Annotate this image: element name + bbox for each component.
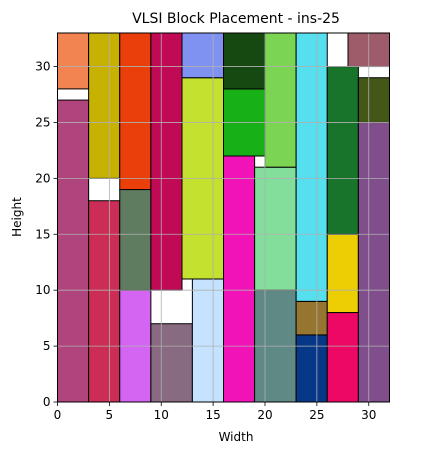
placement-block-22 (326, 312, 359, 403)
y-axis-ticks: 0 5 10 15 20 25 30 (35, 60, 58, 409)
y-tick-label-10: 10 (35, 283, 50, 297)
placement-block-8 (150, 323, 193, 403)
placement-block-10 (191, 278, 224, 403)
x-tick-label-20: 20 (257, 408, 272, 422)
placement-block-26 (357, 121, 390, 403)
placement-block-19 (295, 334, 328, 403)
x-tick-label-10: 10 (154, 408, 169, 422)
chart-title: VLSI Block Placement - ins-25 (132, 11, 340, 27)
placement-block-27 (357, 77, 390, 123)
placement-block-12 (181, 32, 224, 79)
placement-block-6 (119, 189, 152, 291)
x-tick-label-25: 25 (309, 408, 324, 422)
x-tick-label-15: 15 (205, 408, 220, 422)
placement-block-23 (326, 233, 359, 314)
y-tick-label-5: 5 (43, 339, 51, 353)
x-tick-label-5: 5 (106, 408, 114, 422)
placement-block-24 (326, 66, 359, 235)
y-tick-label-15: 15 (35, 227, 50, 241)
placement-block-18 (264, 32, 297, 168)
y-tick-label-0: 0 (43, 395, 51, 409)
y-axis-label: Height (10, 197, 24, 237)
y-tick-label-20: 20 (35, 171, 50, 185)
placement-block-21 (295, 32, 328, 302)
x-tick-label-0: 0 (54, 408, 62, 422)
placement-block-4 (88, 32, 121, 179)
blocks (57, 32, 390, 403)
x-axis-ticks: 0 5 10 15 20 25 30 (54, 402, 376, 422)
x-tick-label-30: 30 (361, 408, 376, 422)
placement-block-3 (88, 200, 121, 403)
y-tick-label-25: 25 (35, 115, 50, 129)
placement-block-15 (223, 32, 266, 90)
placement-block-9 (150, 32, 183, 291)
placement-block-2 (57, 32, 90, 90)
plot-frame (57, 32, 390, 403)
placement-block-13 (223, 155, 256, 403)
x-axis-label: Width (219, 430, 254, 444)
placement-block-1 (57, 99, 90, 403)
placement-block-7 (119, 32, 152, 191)
placement-block-20 (295, 300, 328, 336)
placement-block-17 (254, 166, 297, 291)
y-tick-label-30: 30 (35, 60, 50, 74)
